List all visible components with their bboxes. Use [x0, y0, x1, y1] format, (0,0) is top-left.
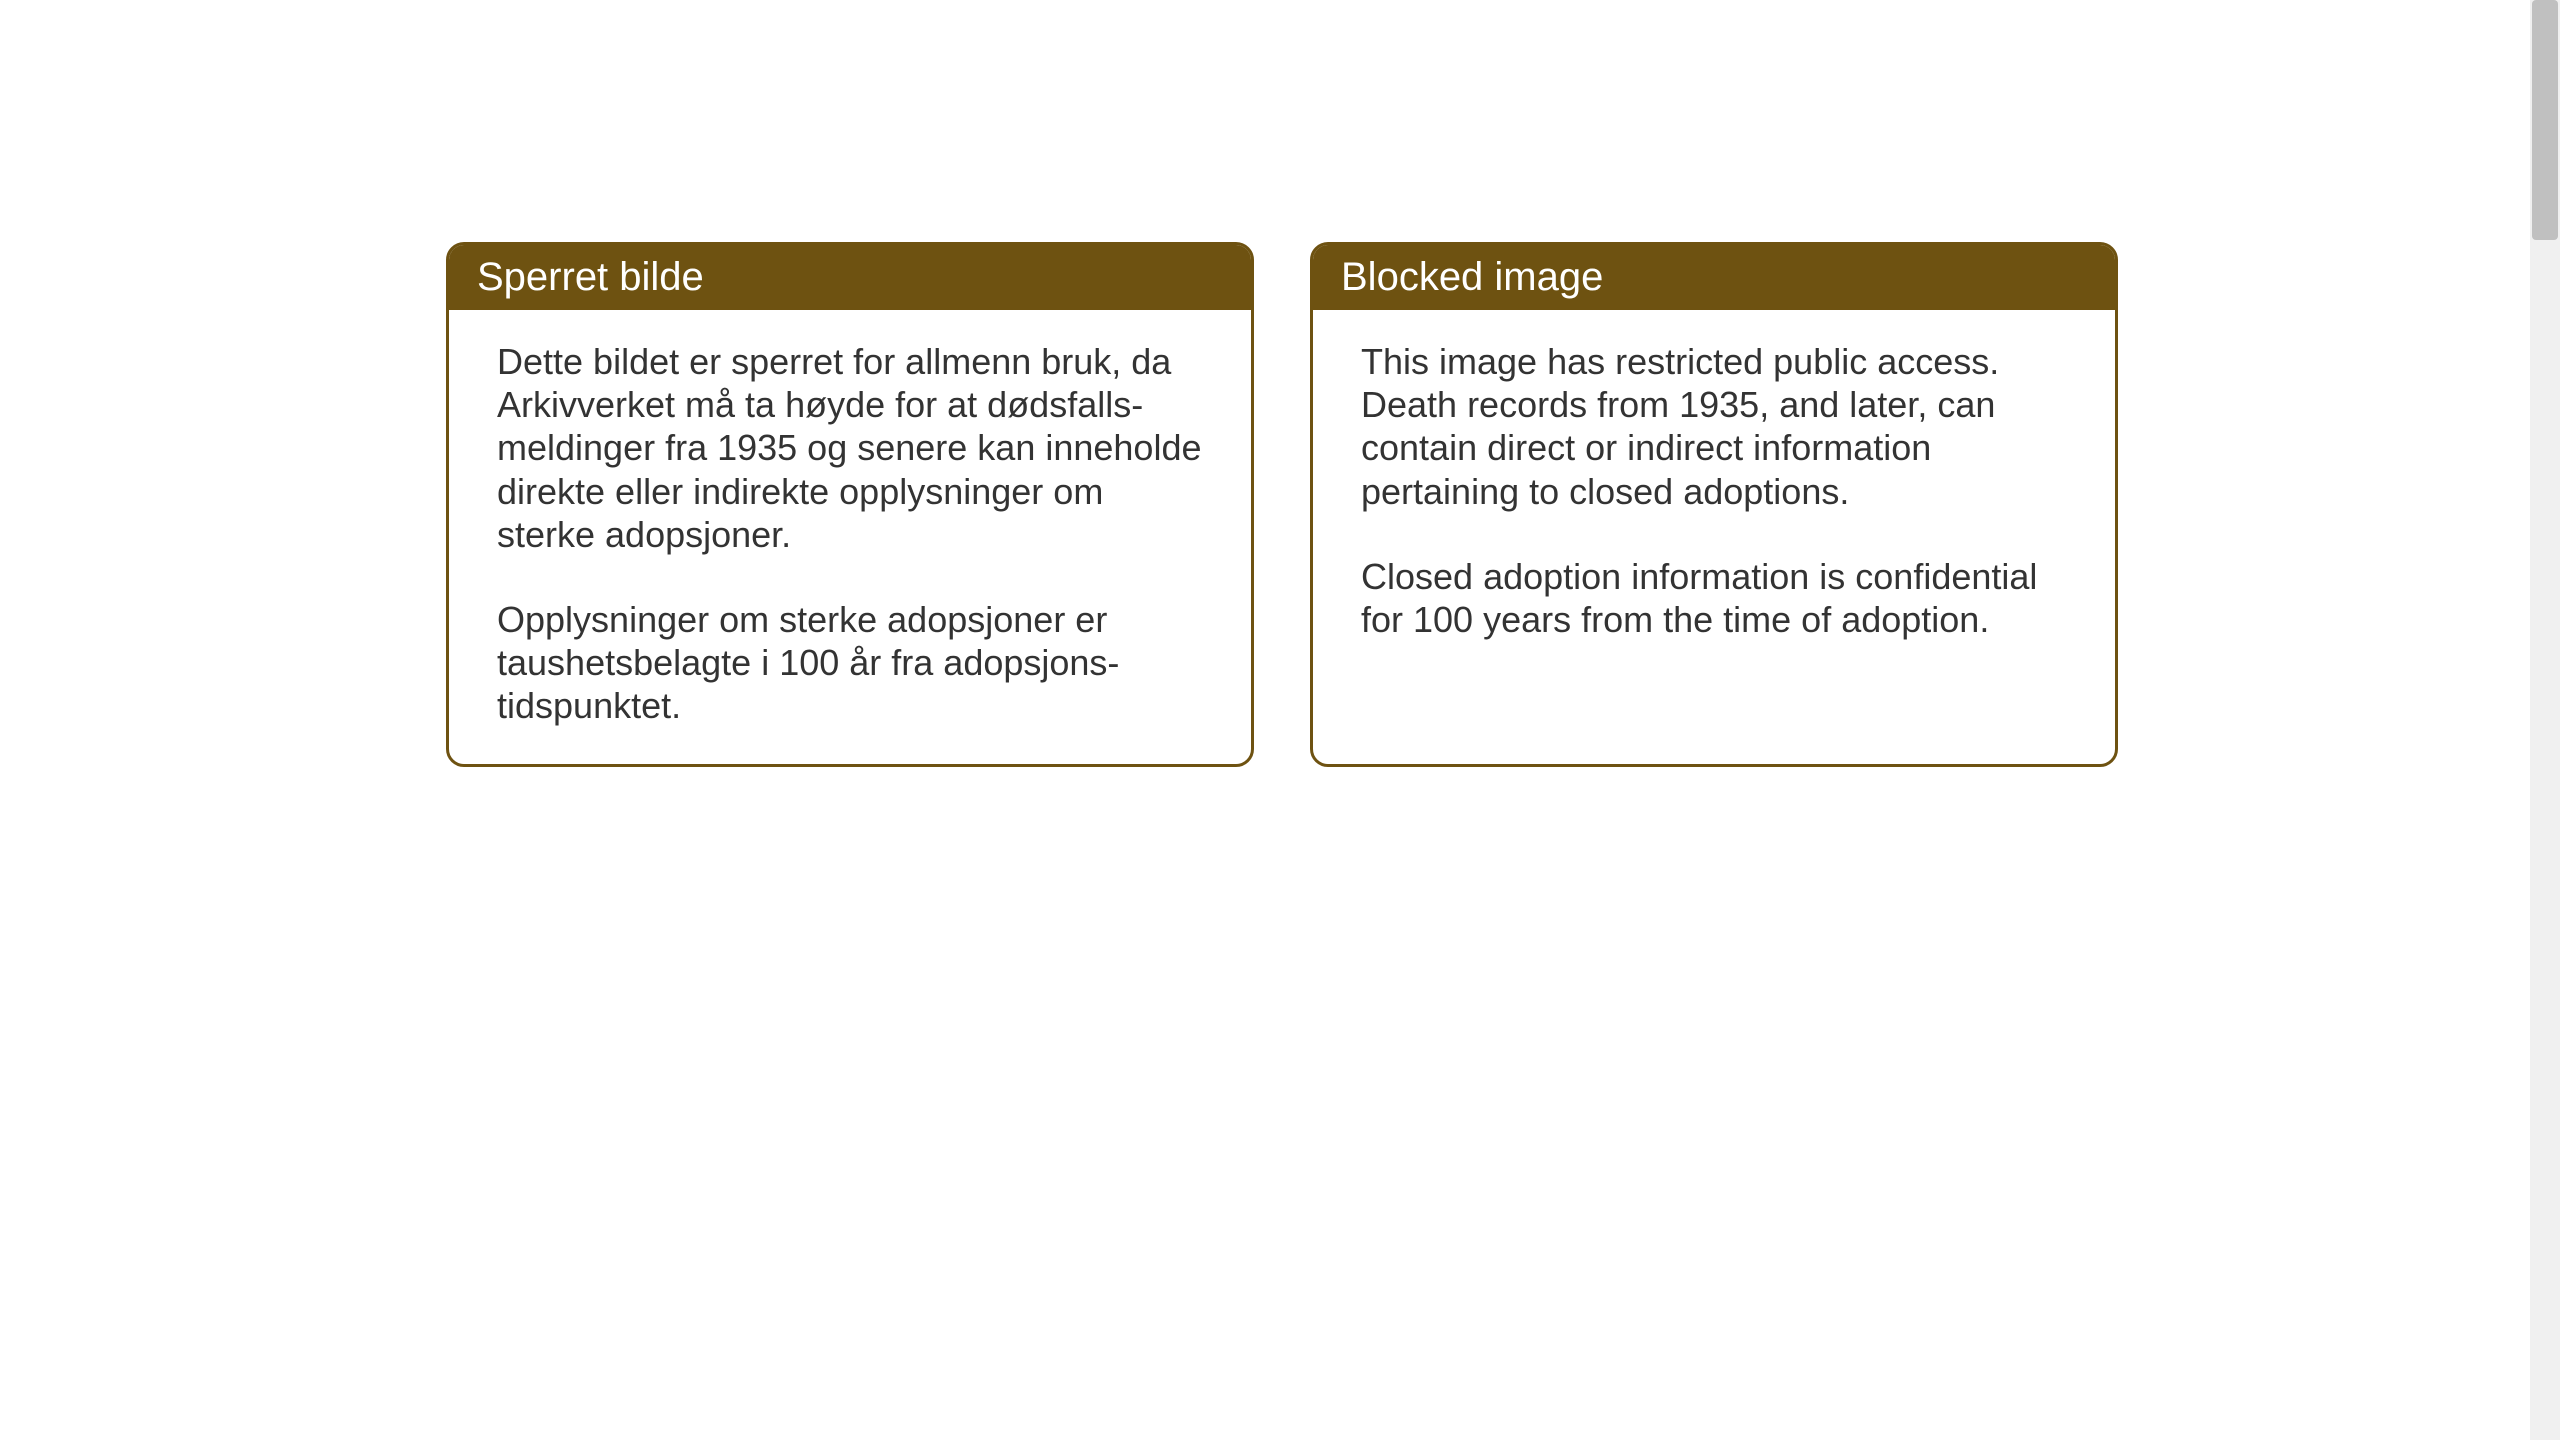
notice-body-english: This image has restricted public access.… [1313, 310, 2115, 737]
notice-card-norwegian: Sperret bilde Dette bildet er sperret fo… [446, 242, 1254, 767]
notice-paragraph-1-english: This image has restricted public access.… [1361, 340, 2067, 513]
scrollbar-track[interactable] [2530, 0, 2560, 1440]
notice-card-english: Blocked image This image has restricted … [1310, 242, 2118, 767]
notice-paragraph-2-norwegian: Opplysninger om sterke adopsjoner er tau… [497, 598, 1203, 728]
notice-paragraph-1-norwegian: Dette bildet er sperret for allmenn bruk… [497, 340, 1203, 556]
notice-header-norwegian: Sperret bilde [449, 245, 1251, 310]
notice-title-norwegian: Sperret bilde [477, 255, 704, 299]
notice-paragraph-2-english: Closed adoption information is confident… [1361, 555, 2067, 641]
notice-header-english: Blocked image [1313, 245, 2115, 310]
notice-body-norwegian: Dette bildet er sperret for allmenn bruk… [449, 310, 1251, 764]
notice-title-english: Blocked image [1341, 255, 1603, 299]
notice-container: Sperret bilde Dette bildet er sperret fo… [0, 0, 2560, 767]
scrollbar-thumb[interactable] [2532, 0, 2558, 240]
